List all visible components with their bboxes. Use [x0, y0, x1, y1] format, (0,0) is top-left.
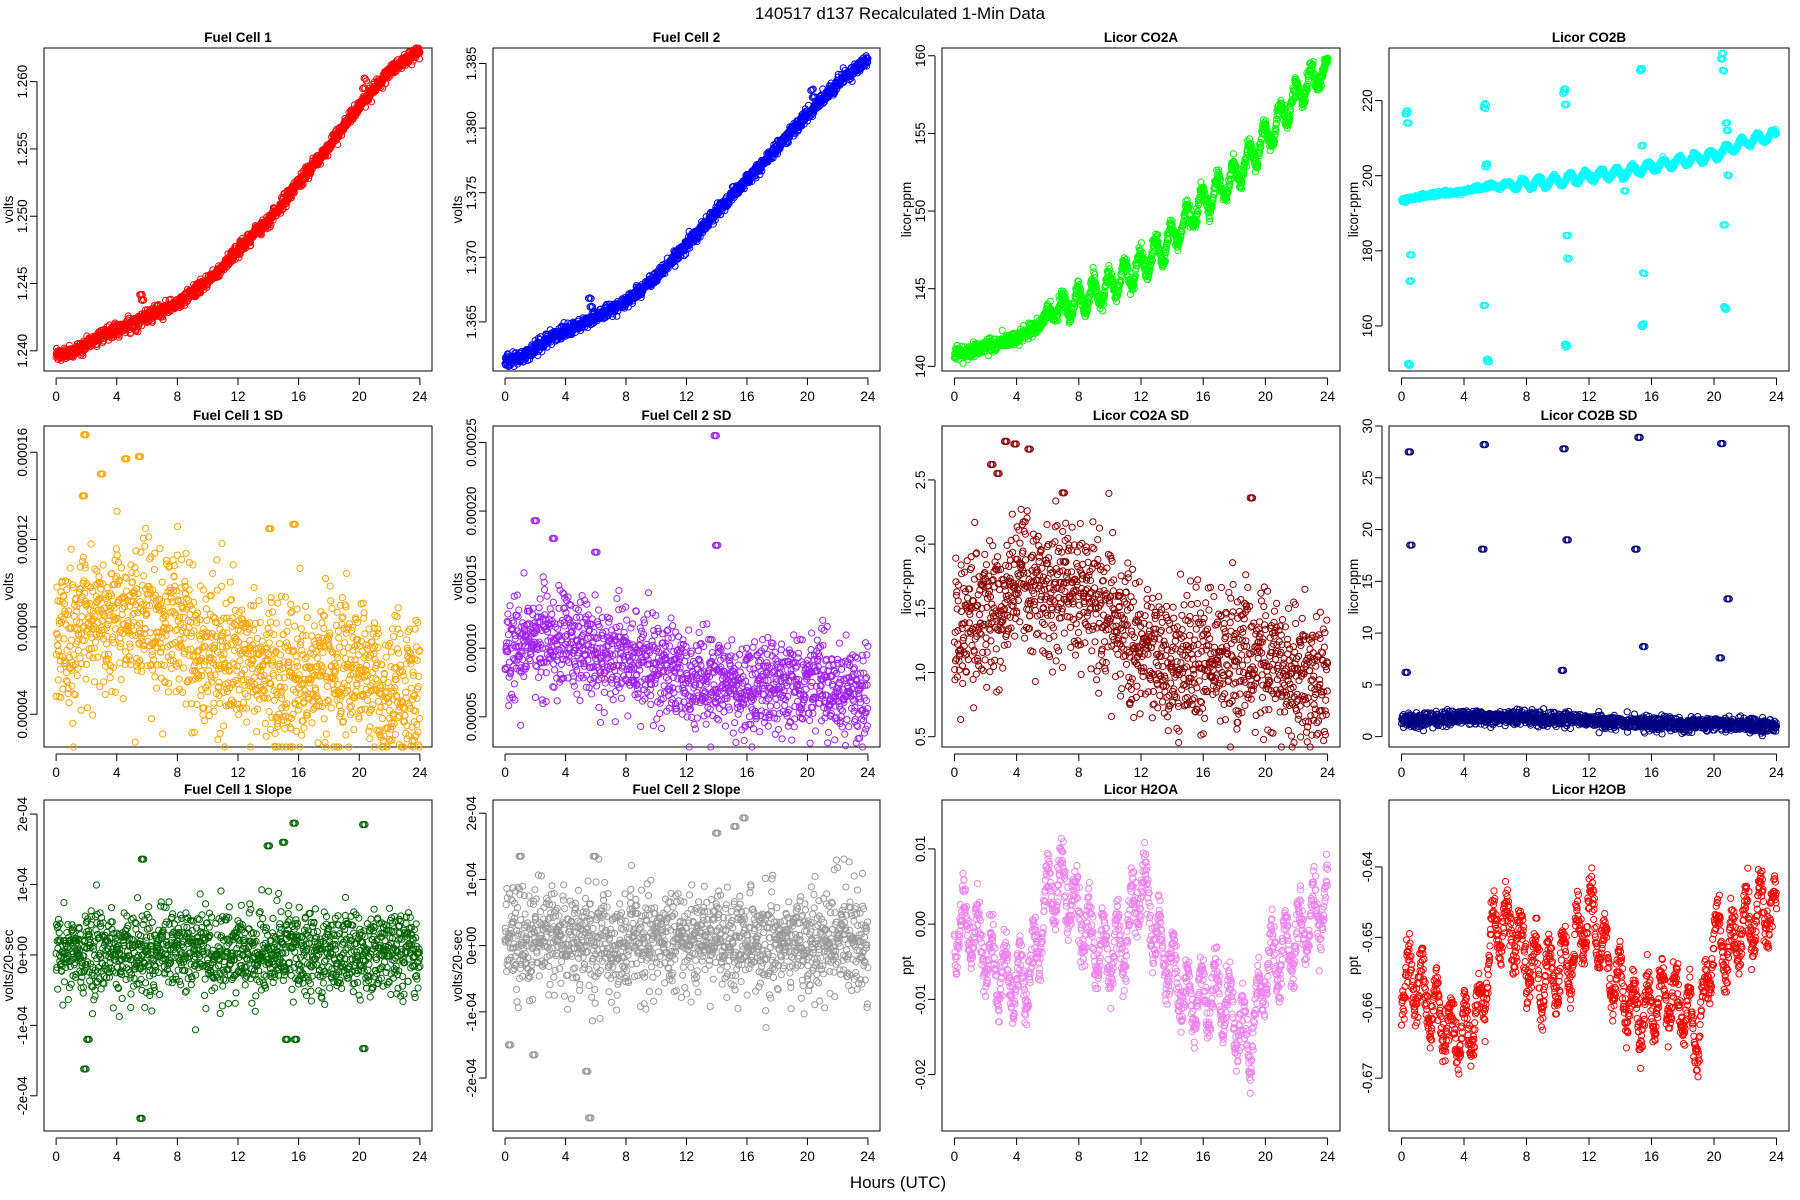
y-tick-label: 180 — [1360, 240, 1375, 263]
y-tick-label: 1.375 — [464, 176, 479, 210]
data-points — [501, 52, 872, 371]
panel-fuel-cell-1: Fuel Cell 1 volts 0 4 8 12 16 20 24 1.240 1.245 1.2… — [1, 30, 433, 404]
x-tick-label: 12 — [679, 389, 694, 404]
panel-licor-co2b: Licor CO2B licor-ppm 0 4 8 12 16 20 24 160 180 200 2… — [1346, 30, 1790, 404]
x-tick-label: 0 — [951, 389, 959, 404]
x-tick-label: 16 — [291, 389, 306, 404]
y-tick-label: 1.245 — [15, 267, 30, 301]
plot-frame — [941, 47, 1341, 372]
x-tick-label: 4 — [1013, 389, 1021, 404]
y-tick-label: 220 — [1360, 89, 1375, 112]
x-tick-label: 20 — [1258, 389, 1273, 404]
y-tick-label: 145 — [913, 277, 928, 300]
y-tick-label: 1.255 — [15, 132, 30, 166]
x-tick-label: 0 — [52, 389, 60, 404]
y-tick-label: 140 — [913, 355, 928, 378]
x-tick-label: 20 — [1706, 389, 1721, 404]
y-tick-label: 1.240 — [15, 334, 30, 368]
data-points — [1397, 49, 1781, 370]
y-tick-label: 1.260 — [15, 65, 30, 99]
x-tick-label: 12 — [1133, 389, 1148, 404]
plot-frame — [1388, 47, 1790, 372]
y-tick-label: 1.385 — [464, 47, 479, 81]
x-tick-label: 0 — [501, 389, 509, 404]
figure-xlabel: Hours (UTC) — [850, 1173, 946, 1192]
panel-grid: Fuel Cell 1 volts 0 4 8 12 16 20 24 1.240 1.245 1.2… — [1, 30, 1790, 1164]
data-points — [52, 44, 424, 364]
x-tick-label: 12 — [1581, 389, 1596, 404]
x-tick-label: 24 — [860, 389, 876, 404]
data-point — [115, 331, 123, 339]
x-tick-label: 8 — [622, 389, 630, 404]
data-point — [1137, 239, 1146, 247]
panel-title: Licor CO2A — [1104, 30, 1179, 45]
x-tick-label: 24 — [1769, 389, 1785, 404]
data-points — [950, 54, 1332, 367]
plot-frame — [43, 47, 433, 372]
y-axis-label: licor-ppm — [1346, 182, 1361, 238]
x-tick-label: 4 — [1460, 389, 1468, 404]
y-tick-label: 160 — [1360, 315, 1375, 338]
x-tick-label: 24 — [1320, 389, 1336, 404]
y-tick-label: 1.365 — [464, 305, 479, 339]
figure-title: 140517 d137 Recalculated 1-Min Data — [755, 4, 1046, 23]
panel-title: Fuel Cell 2 — [653, 30, 721, 45]
x-tick-label: 0 — [1398, 389, 1406, 404]
data-point — [1229, 150, 1238, 158]
x-tick-label: 16 — [1196, 389, 1211, 404]
x-tick-label: 4 — [113, 389, 121, 404]
y-tick-label: 150 — [913, 200, 928, 223]
panel-licor-co2a: Licor CO2A licor-ppm 0 4 8 12 16 20 24 140 145 150 1… — [899, 30, 1341, 404]
panel-title: Fuel Cell 1 — [204, 30, 272, 45]
y-tick-label: 1.380 — [464, 111, 479, 145]
x-tick-label: 12 — [230, 389, 245, 404]
y-axis-label: volts — [450, 195, 465, 223]
x-tick-label: 8 — [1523, 389, 1531, 404]
y-tick-label: 1.370 — [464, 240, 479, 274]
y-axis-label: volts — [1, 195, 16, 223]
y-tick-label: 200 — [1360, 164, 1375, 187]
y-tick-label: 1.250 — [15, 199, 30, 233]
data-point — [998, 326, 1006, 334]
x-tick-label: 20 — [800, 389, 815, 404]
panel-fuel-cell-2: Fuel Cell 2 volts 0 4 8 12 16 20 24 1.365 1.370 1.3… — [450, 30, 881, 404]
x-tick-label: 24 — [412, 389, 428, 404]
panel-title: Licor CO2B — [1552, 30, 1627, 45]
y-axis-label: licor-ppm — [899, 182, 914, 238]
y-tick-label: 155 — [913, 122, 928, 145]
x-tick-label: 16 — [739, 389, 754, 404]
x-tick-label: 4 — [562, 389, 570, 404]
y-tick-label: 160 — [913, 44, 928, 67]
x-tick-label: 16 — [1644, 389, 1659, 404]
x-tick-label: 8 — [1075, 389, 1083, 404]
x-tick-label: 8 — [174, 389, 182, 404]
x-tick-label: 20 — [352, 389, 367, 404]
